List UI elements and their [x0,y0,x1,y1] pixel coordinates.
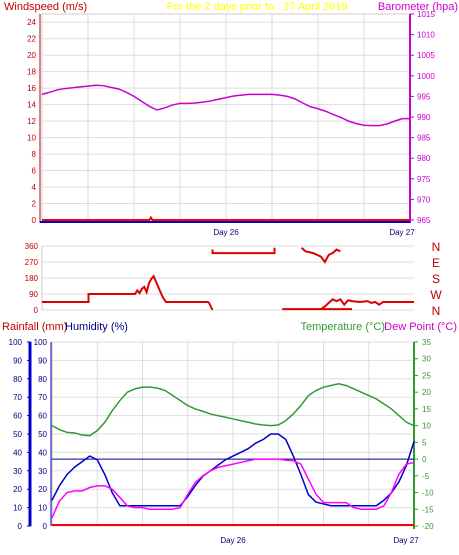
left-tick-label: 22 [27,35,36,44]
temp-tick-label: -20 [422,522,434,531]
humidity-series [51,433,415,507]
rainfall-tick-label: 90 [13,356,22,365]
direction-series [300,247,341,264]
humidity-tick-label: 0 [43,522,48,531]
direction-series [211,247,276,255]
dew-point-axis-label: Dew Point (°C) [384,321,457,333]
temp-tick-label: -10 [422,489,434,498]
temp-tick-label: 10 [422,422,431,431]
rainfall-tick-label: 0 [18,522,23,531]
humidity-tick-label: 40 [38,448,47,457]
windspeed-series [42,215,410,221]
compass-label: N [432,304,441,318]
left-tick-label: 0 [32,216,37,225]
compass-label: N [432,240,441,254]
left-tick-label: 18 [27,68,36,77]
temp-tick-label: 25 [422,371,431,380]
temp-tick-label: 30 [422,355,431,364]
left-tick-label: 10 [27,134,36,143]
left-tick-label: 2 [32,200,37,209]
x-tick-label: Day 26 [213,228,239,237]
barometer-axis-label: Barometer (hpa) [378,1,458,13]
rainfall-tick-label: 100 [9,338,23,347]
right-tick-label: 970 [417,195,431,204]
direction-tick-label: 360 [25,242,39,251]
right-tick-label: 990 [417,113,431,122]
rainfall-tick-label: 40 [13,448,22,457]
temp-tick-label: -15 [422,505,434,514]
direction-tick-label: 180 [25,274,39,283]
temp-tick-label: 20 [422,388,431,397]
wind-baro-panel: 0246810121416182022249659709759809859909… [27,10,435,237]
humidity-tick-label: 80 [38,375,47,384]
direction-tick-label: 0 [34,306,39,315]
left-tick-label: 12 [27,117,36,126]
right-tick-label: 995 [417,92,431,101]
right-tick-label: 985 [417,134,431,143]
humidity-tick-label: 90 [38,356,47,365]
compass-label: E [432,256,440,270]
rainfall-tick-label: 70 [13,393,22,402]
humidity-axis-label: Humidity (%) [65,321,128,333]
humidity-tick-label: 50 [38,430,47,439]
dew-point-series [51,458,415,518]
left-tick-label: 6 [32,167,37,176]
wind-direction-panel: 0 N 90 W 180 S 270 E 360 N [25,240,443,318]
left-tick-label: 16 [27,84,36,93]
windspeed-axis-label: Windspeed (m/s) [4,1,87,13]
rainfall-tick-label: 20 [13,485,22,494]
rainfall-tick-label: 10 [13,504,22,513]
humidity-tick-label: 30 [38,467,47,476]
left-tick-label: 14 [27,101,36,110]
right-tick-label: 980 [417,154,431,163]
left-tick-label: 4 [32,183,37,192]
temp-tick-label: -5 [422,472,430,481]
right-tick-label: 1015 [417,10,435,19]
direction-series [42,274,209,303]
x-tick-label: Day 27 [393,536,419,545]
right-tick-label: 965 [417,216,431,225]
chart-title: For the 2 days prior to : 27 April 2019 [167,1,348,13]
temp-tick-label: 35 [422,338,431,347]
barometer-series [41,84,410,127]
right-tick-label: 975 [417,175,431,184]
compass-label: S [432,272,440,286]
humidity-tick-label: 70 [38,393,47,402]
temp-tick-label: 15 [422,405,431,414]
right-tick-label: 1005 [417,51,435,60]
right-tick-label: 1010 [417,31,435,40]
direction-tick-label: 270 [25,258,39,267]
compass-label: W [430,288,442,302]
right-tick-label: 1000 [417,72,435,81]
rainfall-axis-label: Rainfall (mm) [2,321,67,333]
x-tick-label: Day 26 [220,536,246,545]
x-tick-label: Day 27 [389,228,415,237]
temperature-axis-label: Temperature (°C) [301,321,385,333]
left-tick-label: 24 [27,18,36,27]
direction-series [207,301,214,311]
left-tick-label: 8 [32,150,37,159]
temp-tick-label: 5 [422,438,427,447]
temp-tick-label: 0 [422,455,427,464]
rainfall-tick-label: 30 [13,467,22,476]
humidity-tick-label: 20 [38,485,47,494]
temperature-series [51,383,415,437]
humidity-tick-label: 10 [38,504,47,513]
left-tick-label: 20 [27,51,36,60]
rainfall-tick-label: 50 [13,430,22,439]
direction-tick-label: 90 [29,290,38,299]
humidity-tick-label: 60 [38,412,47,421]
rainfall-tick-label: 80 [13,375,22,384]
direction-series [320,298,414,310]
humidity-tick-label: 100 [34,338,48,347]
rainfall-tick-label: 60 [13,412,22,421]
